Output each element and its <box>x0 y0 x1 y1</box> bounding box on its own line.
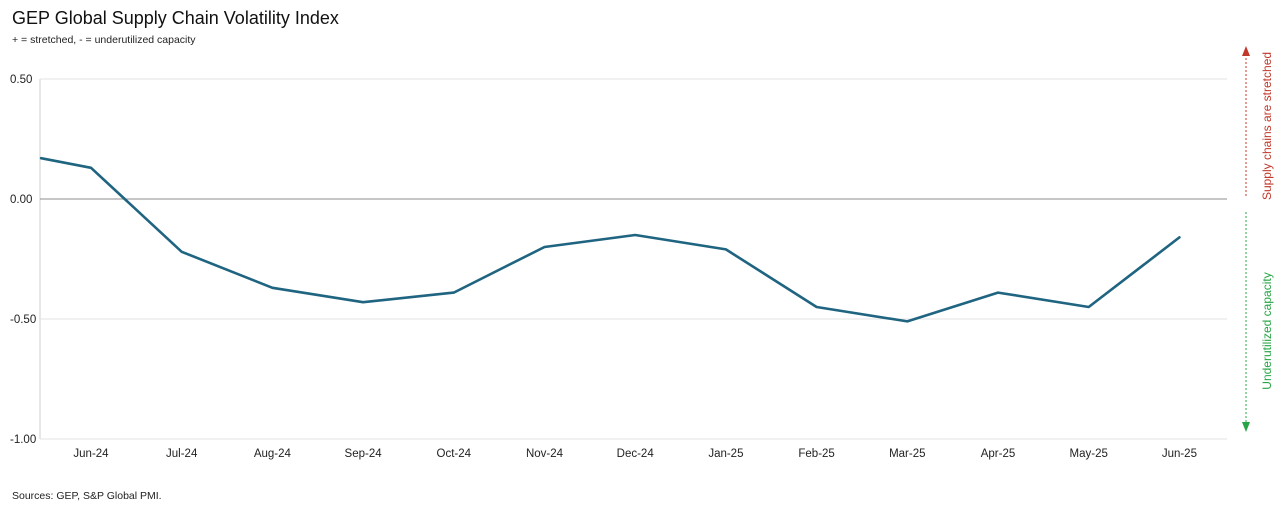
source-note: Sources: GEP, S&P Global PMI. <box>12 490 162 502</box>
down-arrow-icon <box>1242 422 1250 432</box>
x-tick-label: Mar-25 <box>889 448 925 460</box>
x-tick-label: Jun-25 <box>1162 448 1197 460</box>
x-tick-label: Sep-24 <box>345 448 383 460</box>
lower-annotation-label: Underutilized capacity <box>1260 272 1274 389</box>
x-tick-label: Dec-24 <box>617 448 655 460</box>
x-tick-label: Feb-25 <box>798 448 834 460</box>
y-tick-label: 0.50 <box>10 74 32 86</box>
x-tick-label: Jan-25 <box>708 448 743 460</box>
x-tick-label: Oct-24 <box>437 448 472 460</box>
x-tick-label: Jul-24 <box>166 448 198 460</box>
x-tick-label: May-25 <box>1070 448 1108 460</box>
chart-subtitle: + = stretched, - = underutilized capacit… <box>12 34 196 46</box>
x-tick-label: Aug-24 <box>254 448 292 460</box>
y-tick-label: -0.50 <box>10 314 36 326</box>
up-arrow-icon <box>1242 46 1250 56</box>
x-tick-label: Nov-24 <box>526 448 564 460</box>
upper-annotation-label: Supply chains are stretched <box>1260 52 1274 200</box>
y-tick-label: 0.00 <box>10 194 32 206</box>
x-tick-label: Apr-25 <box>981 448 1016 460</box>
chart-title: GEP Global Supply Chain Volatility Index <box>12 8 339 28</box>
x-tick-label: Jun-24 <box>73 448 109 460</box>
series-line <box>39 156 1181 323</box>
y-tick-label: -1.00 <box>10 434 36 446</box>
